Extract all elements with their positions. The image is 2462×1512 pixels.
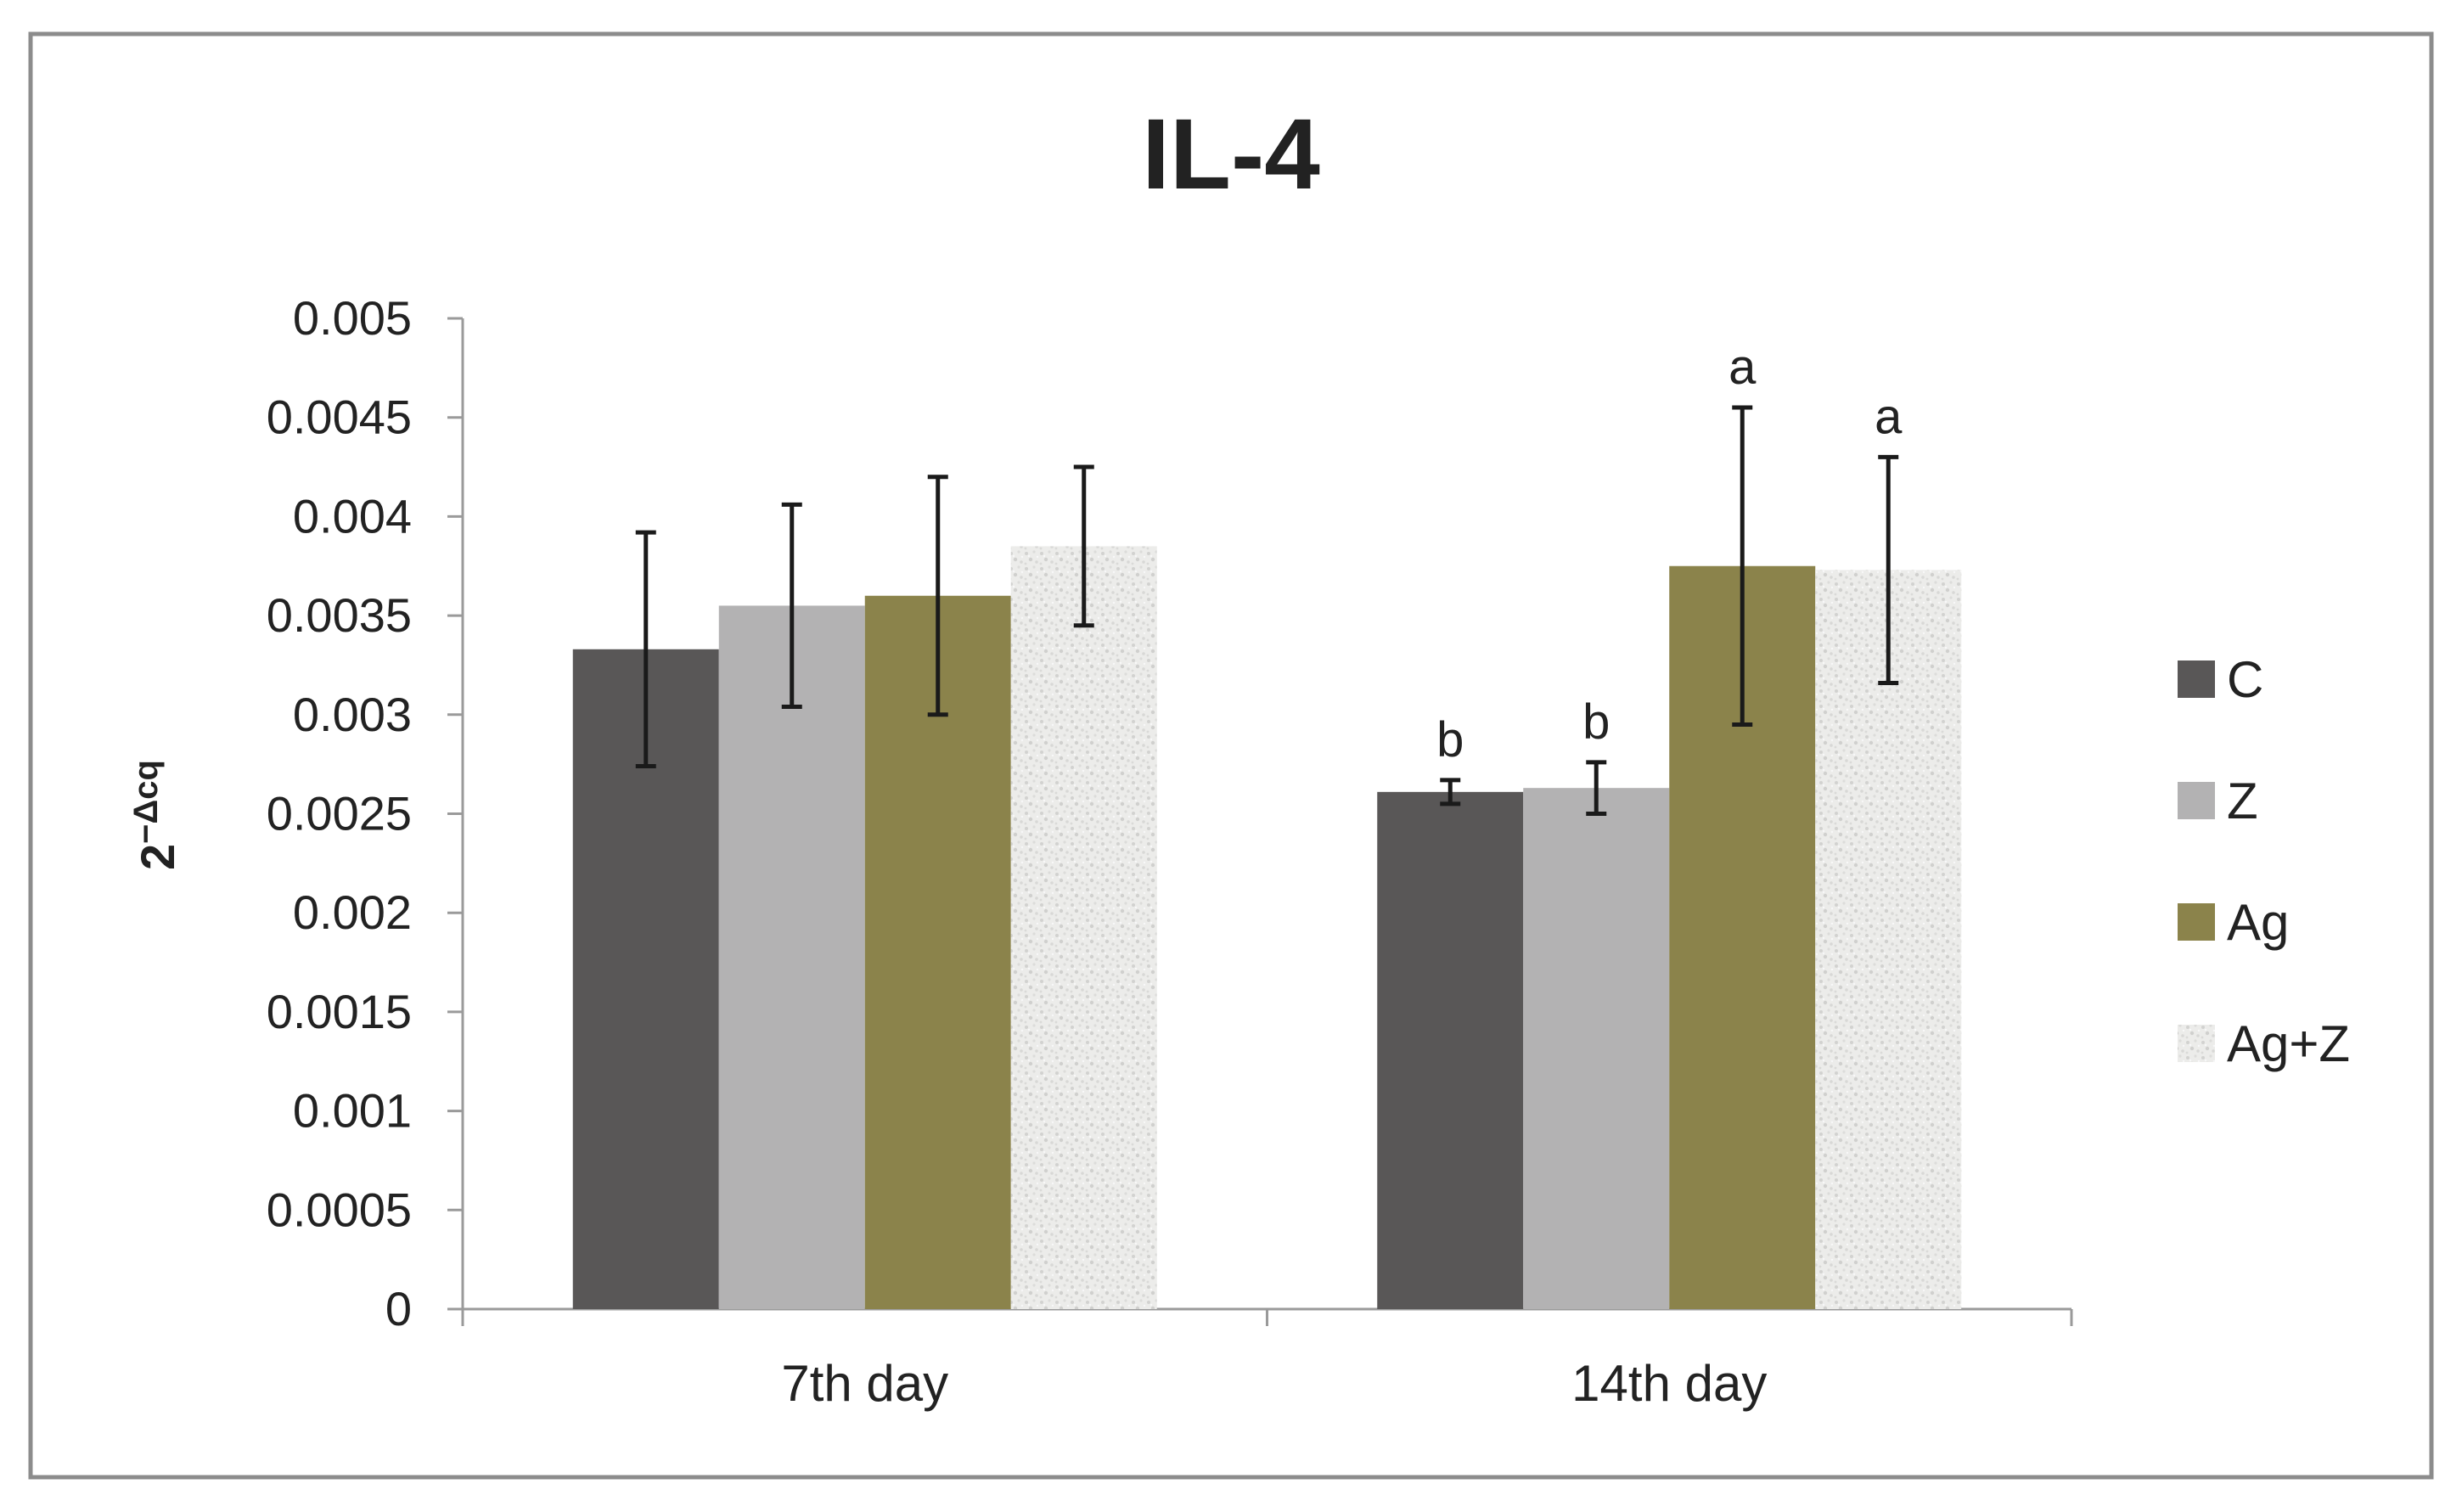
legend-swatch [2178, 660, 2215, 698]
x-axis: 7th day 14th day [461, 1307, 2073, 1412]
legend: C Z Ag Ag+Z [2178, 651, 2350, 1072]
bar-c-2 [1377, 791, 1524, 1309]
legend-label: C [2227, 651, 2263, 708]
significance-letter: b [1582, 694, 1610, 750]
error-bar [1440, 778, 1461, 807]
bar-z-1 [718, 605, 865, 1309]
legend-item: Ag [2178, 894, 2289, 951]
significance-annotations: b b a a [1436, 340, 1903, 767]
y-tick-label: 0.002 [293, 885, 412, 939]
legend-swatch [2178, 903, 2215, 941]
y-tick-label: 0.0045 [267, 391, 412, 444]
error-bar [1073, 464, 1094, 628]
y-axis-title-base: 2 [131, 844, 184, 870]
y-tick-label: 0.003 [293, 688, 412, 741]
legend-label: Z [2227, 773, 2258, 829]
error-bar [1732, 405, 1753, 727]
chart-frame [28, 31, 2434, 1480]
y-axis-title: 2−Δcq [127, 760, 184, 870]
bar-z-2 [1523, 788, 1670, 1309]
error-bar [635, 530, 656, 768]
significance-letter: a [1728, 340, 1757, 395]
y-tick-label: 0 [385, 1282, 412, 1335]
legend-label: Ag+Z [2227, 1015, 2350, 1072]
significance-letter: b [1436, 712, 1464, 767]
bar-ag-z-1 [1010, 546, 1157, 1309]
bar-ag-z-2 [1815, 570, 1962, 1309]
error-bar [1586, 760, 1607, 816]
y-tick-label: 0.0005 [267, 1183, 412, 1236]
legend-item: Z [2178, 773, 2258, 829]
y-axis: 0 0.0005 0.001 0.0015 0.002 0.0025 0.003 0.0035… [267, 291, 464, 1335]
legend-swatch [2178, 1025, 2215, 1062]
x-category-label: 7th day [781, 1355, 948, 1412]
x-category-label: 14th day [1571, 1355, 1767, 1412]
error-bar [927, 475, 948, 717]
significance-letter: a [1875, 389, 1903, 444]
y-tick-label: 0.0025 [267, 787, 412, 840]
error-bars [635, 405, 1899, 816]
y-tick-label: 0.005 [293, 291, 412, 345]
chart-title: IL-4 [1142, 98, 1320, 211]
y-tick-label: 0.0015 [267, 985, 412, 1038]
y-tick-label: 0.004 [293, 489, 412, 542]
error-bar [781, 502, 802, 709]
legend-item: C [2178, 651, 2263, 708]
y-axis-title-exponent: −Δcq [127, 760, 165, 844]
y-tick-label: 0.0035 [267, 588, 412, 642]
y-tick-label: 0.001 [293, 1084, 412, 1138]
legend-swatch [2178, 782, 2215, 819]
legend-item: Ag+Z [2178, 1015, 2350, 1072]
error-bar [1878, 454, 1899, 685]
legend-label: Ag [2227, 894, 2289, 951]
